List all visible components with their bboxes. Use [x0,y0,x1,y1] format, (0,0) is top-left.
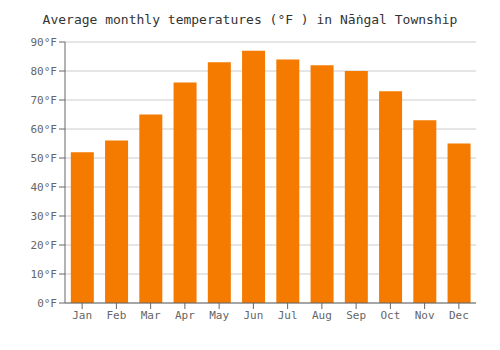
svg-text:0°F: 0°F [37,297,57,310]
svg-text:Nov: Nov [415,309,435,322]
svg-text:60°F: 60°F [31,123,58,136]
svg-text:70°F: 70°F [31,94,58,107]
svg-text:Feb: Feb [106,309,126,322]
svg-text:Dec: Dec [449,309,469,322]
svg-text:30°F: 30°F [31,210,58,223]
svg-text:10°F: 10°F [31,268,58,281]
svg-text:Oct: Oct [380,309,400,322]
svg-text:Jun: Jun [243,309,263,322]
svg-text:Apr: Apr [175,309,195,322]
svg-text:Jan: Jan [72,309,92,322]
svg-text:20°F: 20°F [31,239,58,252]
svg-text:40°F: 40°F [31,181,58,194]
svg-text:Mar: Mar [141,309,161,322]
svg-text:90°F: 90°F [31,36,58,49]
svg-text:Aug: Aug [312,309,332,322]
svg-text:80°F: 80°F [31,65,58,78]
svg-text:May: May [209,309,229,322]
svg-text:Jul: Jul [278,309,298,322]
svg-text:50°F: 50°F [31,152,58,165]
html-text:Average monthly temperatures (: Average monthly temperatures (°F ) in Nā… [42,12,458,27]
svg-text:Sep: Sep [346,309,366,322]
